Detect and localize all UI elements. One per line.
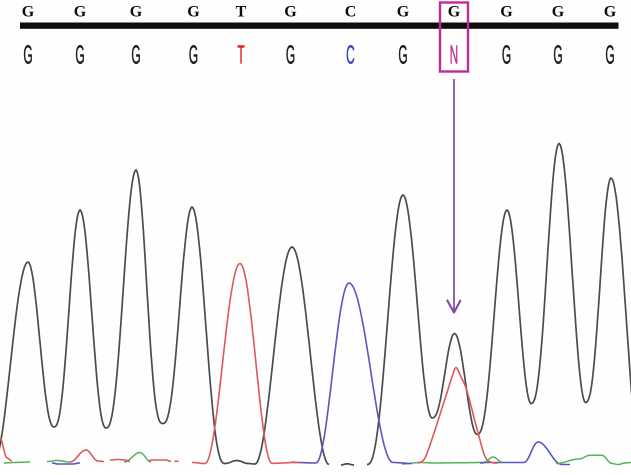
svg-text:G: G bbox=[189, 42, 198, 70]
svg-text:G: G bbox=[553, 42, 562, 70]
svg-text:C: C bbox=[345, 4, 357, 21]
svg-text:G: G bbox=[187, 4, 200, 21]
svg-text:C: C bbox=[346, 42, 355, 70]
svg-text:G: G bbox=[284, 4, 297, 21]
svg-text:G: G bbox=[502, 42, 511, 70]
svg-text:G: G bbox=[398, 42, 407, 70]
svg-text:G: G bbox=[397, 4, 410, 21]
svg-text:G: G bbox=[22, 4, 35, 21]
svg-text:G: G bbox=[605, 42, 614, 70]
svg-text:G: G bbox=[74, 4, 87, 21]
svg-text:T: T bbox=[237, 42, 244, 70]
svg-text:G: G bbox=[448, 4, 461, 21]
svg-text:G: G bbox=[75, 42, 84, 70]
svg-text:G: G bbox=[23, 42, 32, 70]
svg-text:G: G bbox=[500, 4, 513, 21]
svg-text:G: G bbox=[552, 4, 565, 21]
svg-text:T: T bbox=[236, 4, 247, 21]
svg-text:G: G bbox=[130, 4, 143, 21]
svg-text:N: N bbox=[450, 42, 459, 70]
svg-text:G: G bbox=[604, 4, 617, 21]
svg-text:G: G bbox=[131, 42, 140, 70]
svg-text:G: G bbox=[286, 42, 295, 70]
